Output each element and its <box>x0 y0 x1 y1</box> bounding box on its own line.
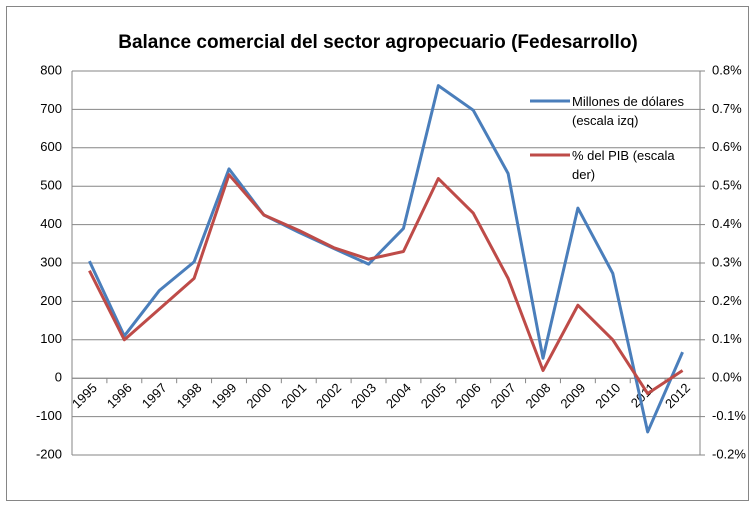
y2-tick-label: -0.1% <box>712 408 746 423</box>
y-tick-label: 0 <box>55 370 62 385</box>
y-tick-label: 500 <box>40 178 62 193</box>
y2-tick-label: 0.5% <box>712 178 742 193</box>
y-tick-label: 800 <box>40 62 62 77</box>
y2-tick-label: 0.8% <box>712 62 742 77</box>
series-line <box>88 173 684 396</box>
y-tick-label: 400 <box>40 216 62 231</box>
series-line <box>88 84 684 434</box>
legend-label: Millones de dólares (escala izq) <box>572 94 685 128</box>
y2-tick-label: 0.0% <box>712 370 742 385</box>
y2-tick-label: 0.6% <box>712 139 742 154</box>
y2-tick-label: 0.2% <box>712 293 742 308</box>
y-tick-label: 300 <box>40 254 62 269</box>
y-tick-label: 200 <box>40 293 62 308</box>
y-tick-label: 700 <box>40 101 62 116</box>
y-tick-label: 600 <box>40 139 62 154</box>
y-tick-label: -100 <box>36 408 62 423</box>
chart-title: Balance comercial del sector agropecuari… <box>118 32 638 53</box>
y2-tick-label: 0.7% <box>712 101 742 116</box>
y-tick-label: -200 <box>36 446 62 461</box>
y2-tick-label: -0.2% <box>712 446 746 461</box>
y2-tick-label: 0.4% <box>712 216 742 231</box>
legend-label: % del PIB (escala der) <box>572 148 675 182</box>
y-tick-label: 100 <box>40 331 62 346</box>
y2-tick-label: 0.1% <box>712 331 742 346</box>
y2-tick-label: 0.3% <box>712 254 742 269</box>
